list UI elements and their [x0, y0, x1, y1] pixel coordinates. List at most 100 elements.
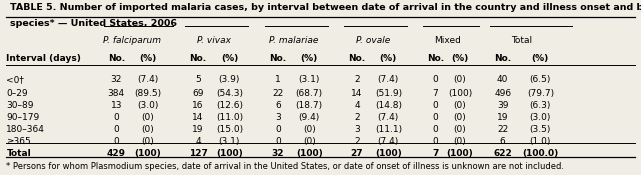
Text: 4: 4	[196, 137, 201, 146]
Text: (%): (%)	[532, 54, 549, 63]
Text: 13: 13	[111, 101, 122, 110]
Text: No.: No.	[108, 54, 125, 63]
Text: (1.0): (1.0)	[529, 137, 551, 146]
Text: (0): (0)	[454, 75, 467, 85]
Text: (7.4): (7.4)	[378, 137, 399, 146]
Text: 19: 19	[497, 113, 508, 122]
Text: (3.9): (3.9)	[219, 75, 240, 85]
Text: No.: No.	[494, 54, 512, 63]
Text: <0†: <0†	[6, 75, 24, 85]
Text: 6: 6	[275, 101, 281, 110]
Text: No.: No.	[269, 54, 287, 63]
Text: (0): (0)	[303, 125, 315, 134]
Text: (%): (%)	[139, 54, 156, 63]
Text: (0): (0)	[454, 113, 467, 122]
Text: 127: 127	[188, 149, 208, 158]
Text: 5: 5	[195, 75, 201, 85]
Text: 180–364: 180–364	[6, 125, 46, 134]
Text: 0: 0	[113, 113, 119, 122]
Text: (11.0): (11.0)	[216, 113, 243, 122]
Text: 496: 496	[494, 89, 512, 98]
Text: (100): (100)	[375, 149, 402, 158]
Text: 14: 14	[192, 113, 204, 122]
Text: Total: Total	[6, 149, 31, 158]
Text: Interval (days): Interval (days)	[6, 54, 81, 63]
Text: 3: 3	[354, 125, 360, 134]
Text: 0: 0	[433, 101, 438, 110]
Text: 19: 19	[192, 125, 204, 134]
Text: 16: 16	[192, 101, 204, 110]
Text: (7.4): (7.4)	[378, 113, 399, 122]
Text: 3: 3	[275, 113, 281, 122]
Text: No.: No.	[190, 54, 206, 63]
Text: TABLE 5. Number of imported malaria cases, by interval between date of arrival i: TABLE 5. Number of imported malaria case…	[10, 3, 641, 12]
Text: 429: 429	[107, 149, 126, 158]
Text: species* — United States, 2006: species* — United States, 2006	[10, 19, 176, 28]
Text: (%): (%)	[301, 54, 318, 63]
Text: 22: 22	[497, 125, 508, 134]
Text: 2: 2	[354, 113, 360, 122]
Text: 27: 27	[351, 149, 363, 158]
Text: (3.0): (3.0)	[137, 101, 158, 110]
Text: 32: 32	[111, 75, 122, 85]
Text: (18.7): (18.7)	[296, 101, 323, 110]
Text: 39: 39	[497, 101, 508, 110]
Text: (100): (100)	[447, 149, 473, 158]
Text: (3.5): (3.5)	[529, 125, 551, 134]
Text: (68.7): (68.7)	[296, 89, 323, 98]
Text: 30–89: 30–89	[6, 101, 34, 110]
Text: 69: 69	[192, 89, 204, 98]
Text: (51.9): (51.9)	[375, 89, 402, 98]
Text: 0–29: 0–29	[6, 89, 28, 98]
Text: Total: Total	[511, 36, 532, 45]
Text: (%): (%)	[451, 54, 469, 63]
Text: (79.7): (79.7)	[527, 89, 554, 98]
Text: (100): (100)	[135, 149, 161, 158]
Text: (%): (%)	[379, 54, 397, 63]
Text: * Persons for whom Plasmodium species, date of arrival in the United States, or : * Persons for whom Plasmodium species, d…	[6, 162, 565, 171]
Text: 32: 32	[272, 149, 284, 158]
Text: (0): (0)	[142, 125, 154, 134]
Text: (0): (0)	[303, 137, 315, 146]
Text: 0: 0	[433, 125, 438, 134]
Text: (0): (0)	[454, 125, 467, 134]
Text: ≥365: ≥365	[6, 137, 31, 146]
Text: 2: 2	[354, 137, 360, 146]
Text: 0: 0	[113, 137, 119, 146]
Text: (100): (100)	[296, 149, 322, 158]
Text: (6.3): (6.3)	[529, 101, 551, 110]
Text: (0): (0)	[142, 137, 154, 146]
Text: 0: 0	[433, 75, 438, 85]
Text: 7: 7	[433, 89, 438, 98]
Text: (54.3): (54.3)	[216, 89, 243, 98]
Text: 6: 6	[500, 137, 506, 146]
Text: (9.4): (9.4)	[299, 113, 320, 122]
Text: P. falciparum: P. falciparum	[103, 36, 161, 45]
Text: 22: 22	[272, 89, 283, 98]
Text: (100.0): (100.0)	[522, 149, 558, 158]
Text: 90–179: 90–179	[6, 113, 40, 122]
Text: 4: 4	[354, 101, 360, 110]
Text: Mixed: Mixed	[435, 36, 462, 45]
Text: P. vivax: P. vivax	[197, 36, 231, 45]
Text: (0): (0)	[454, 101, 467, 110]
Text: (7.4): (7.4)	[137, 75, 158, 85]
Text: (89.5): (89.5)	[134, 89, 162, 98]
Text: (100): (100)	[216, 149, 243, 158]
Text: 622: 622	[494, 149, 512, 158]
Text: (7.4): (7.4)	[378, 75, 399, 85]
Text: (0): (0)	[454, 137, 467, 146]
Text: 0: 0	[275, 137, 281, 146]
Text: 0: 0	[433, 137, 438, 146]
Text: (100): (100)	[448, 89, 472, 98]
Text: (15.0): (15.0)	[216, 125, 243, 134]
Text: 0: 0	[275, 125, 281, 134]
Text: 40: 40	[497, 75, 508, 85]
Text: 384: 384	[108, 89, 125, 98]
Text: 7: 7	[432, 149, 438, 158]
Text: (6.5): (6.5)	[529, 75, 551, 85]
Text: P. malariae: P. malariae	[269, 36, 318, 45]
Text: (%): (%)	[221, 54, 238, 63]
Text: 14: 14	[351, 89, 363, 98]
Text: No.: No.	[427, 54, 444, 63]
